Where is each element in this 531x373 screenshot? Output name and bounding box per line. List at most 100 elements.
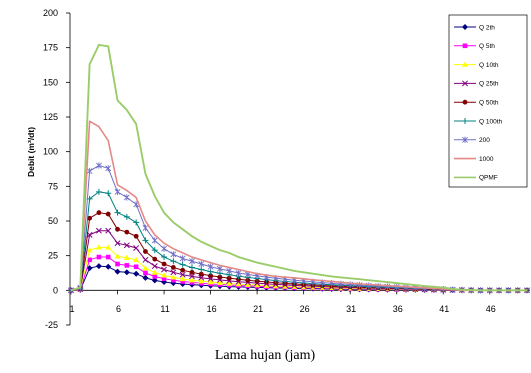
legend-swatch-marker — [462, 99, 468, 105]
legend-swatch-marker — [462, 43, 468, 49]
legend-label: Q 5th — [479, 43, 495, 50]
y-tick-label: 50 — [48, 216, 58, 226]
data-point-q-2th — [86, 265, 93, 272]
data-point-q-50th — [105, 211, 111, 217]
data-point-q-25th — [179, 271, 186, 278]
y-axis-title: Debit (m³/dt) — [26, 127, 36, 177]
data-point-q-10th — [282, 283, 289, 289]
data-point-q-25th — [105, 227, 112, 234]
legend-item-200: 200 — [454, 136, 490, 144]
data-point-200 — [179, 255, 186, 262]
data-point-q-50th — [133, 233, 139, 239]
data-point-200 — [86, 167, 93, 175]
data-point-200 — [226, 267, 233, 275]
data-point-q-5th — [189, 280, 195, 285]
legend-item-q-5th: Q 5th — [454, 43, 495, 50]
legend-item-q-10th: Q 10th — [454, 61, 499, 69]
data-point-q-5th — [124, 263, 130, 268]
data-point-200 — [96, 162, 102, 169]
y-tick-label: 200 — [43, 8, 58, 18]
legend-label: Q 100th — [479, 118, 503, 125]
data-point-q-5th — [115, 261, 120, 267]
data-point-q-10th — [170, 274, 177, 280]
data-point-q-2th — [123, 269, 130, 276]
data-point-q-100th — [123, 213, 130, 220]
legend-item-q-2th: Q 2th — [454, 24, 495, 31]
x-tick-label: 46 — [486, 304, 496, 314]
legend-swatch-marker — [462, 61, 468, 67]
data-point-q-50th — [226, 275, 232, 281]
data-point-200 — [198, 260, 205, 268]
series-line-q-25th — [70, 230, 527, 291]
series-line-qpmf — [70, 43, 527, 292]
data-point-200 — [161, 245, 167, 252]
x-tick-label: 6 — [116, 304, 121, 314]
data-point-q-50th — [198, 271, 204, 277]
data-point-200 — [123, 194, 130, 201]
legend-swatch-marker — [462, 24, 468, 30]
data-point-q-50th — [96, 210, 102, 216]
data-point-q-2th — [151, 277, 158, 284]
data-point-200 — [105, 165, 112, 172]
data-point-q-50th — [208, 273, 213, 279]
y-tick-label: 75 — [48, 181, 58, 191]
data-point-q-10th — [263, 282, 270, 288]
legend-label: Q 2th — [479, 24, 495, 31]
data-point-q-10th — [235, 281, 242, 287]
data-point-q-5th — [133, 264, 139, 270]
data-point-q-50th — [124, 229, 130, 235]
data-point-q-2th — [95, 263, 102, 270]
legend-swatch-marker — [462, 80, 468, 87]
legend-label: Q 50th — [479, 100, 499, 107]
data-point-q-5th — [152, 274, 158, 279]
legend-label: Q 25th — [479, 81, 499, 88]
data-point-q-5th — [105, 254, 111, 260]
data-point-q-25th — [198, 274, 205, 281]
x-tick-label: 41 — [439, 304, 449, 314]
x-tick-label: 26 — [300, 304, 310, 314]
data-point-q-50th — [189, 269, 195, 275]
x-axis-title: Lama hujan (jam) — [215, 348, 316, 363]
y-tick-label: 175 — [43, 43, 58, 53]
data-point-q-10th — [188, 277, 195, 283]
data-point-200 — [207, 263, 214, 270]
data-point-q-2th — [105, 263, 112, 270]
legend-label: 1000 — [479, 156, 494, 163]
data-point-q-25th — [151, 263, 158, 270]
data-point-q-10th — [133, 256, 140, 263]
data-point-q-100th — [133, 219, 140, 226]
data-point-q-10th — [142, 265, 149, 271]
data-point-200 — [170, 251, 177, 258]
y-tick-label: 25 — [48, 251, 58, 261]
legend-label: QPMF — [479, 175, 498, 182]
data-point-q-10th — [244, 281, 251, 287]
y-tick-label: 150 — [43, 77, 58, 87]
data-point-q-10th — [95, 244, 102, 250]
data-point-q-10th — [114, 253, 121, 259]
data-point-q-50th — [152, 256, 158, 262]
data-point-q-10th — [226, 280, 233, 286]
data-point-q-100th — [95, 188, 102, 195]
data-point-q-50th — [115, 226, 120, 232]
data-point-q-10th — [105, 244, 112, 250]
data-point-q-10th — [179, 275, 186, 282]
data-point-q-5th — [161, 276, 167, 281]
data-point-q-25th — [189, 273, 195, 280]
data-point-q-50th — [161, 261, 167, 267]
data-point-q-5th — [96, 254, 102, 260]
data-point-200 — [189, 258, 195, 265]
data-point-q-10th — [207, 279, 214, 285]
legend-swatch-marker — [462, 118, 468, 124]
data-point-200 — [114, 188, 121, 196]
x-tick-label: 16 — [207, 304, 217, 314]
data-point-200 — [142, 224, 149, 232]
data-point-q-10th — [123, 254, 130, 260]
y-tick-label: 100 — [43, 147, 58, 157]
data-point-q-5th — [143, 270, 148, 276]
y-tick-label: 125 — [43, 112, 58, 122]
data-point-q-100th — [161, 254, 168, 261]
legend-item-q-100th: Q 100th — [454, 118, 503, 125]
data-point-q-10th — [272, 283, 279, 289]
data-point-q-50th — [180, 267, 186, 273]
data-point-q-25th — [161, 266, 168, 273]
